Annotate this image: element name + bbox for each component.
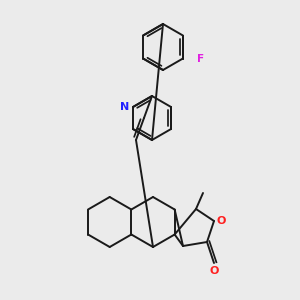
Text: N: N: [120, 102, 130, 112]
Text: F: F: [197, 53, 204, 64]
Text: O: O: [216, 216, 226, 226]
Text: O: O: [209, 266, 219, 276]
